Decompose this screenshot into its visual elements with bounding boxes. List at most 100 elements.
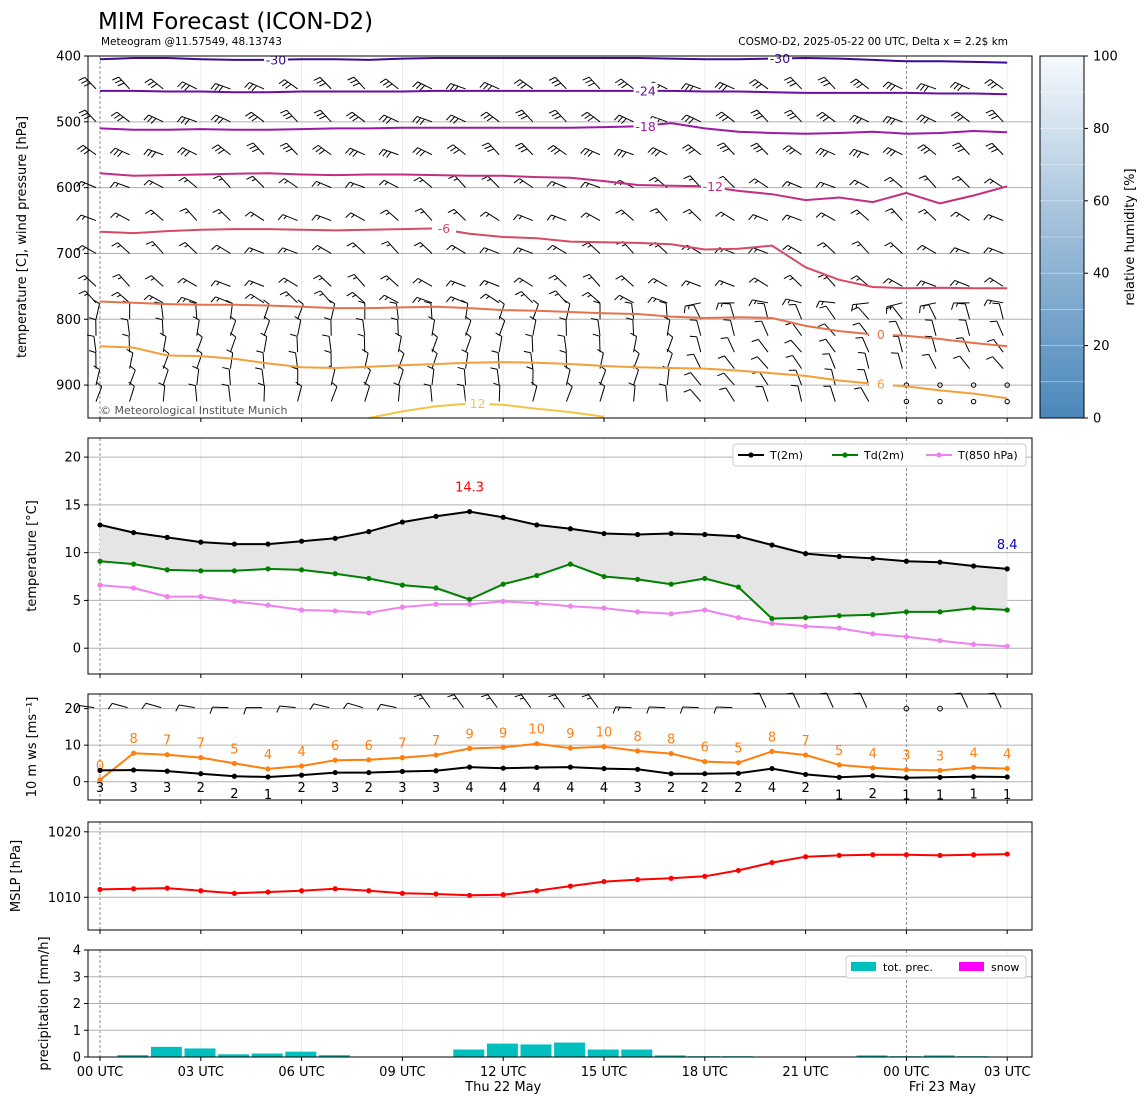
isotherm-line [100,228,1007,288]
wind-point [131,751,136,756]
wind-barb-flag [755,321,762,322]
calm-wind-marker [971,399,975,403]
temperature-point [971,605,976,610]
wind-barb-flag [718,356,725,358]
wind-barb-flag [917,281,921,286]
wind-barb [454,695,463,708]
wind-barb [857,210,869,221]
wind-value-label: 4 [499,781,507,796]
wind-barb [788,245,802,253]
wind-barb-flag [316,148,322,152]
wind-barb-flag [387,152,391,158]
wind-barb [555,275,567,286]
wind-barb-flag [211,245,216,250]
wind-barb-flag [83,247,86,250]
wind-barb-flag [399,349,404,353]
wind-barb [999,304,1003,320]
wind-barb [163,386,165,402]
wind-barb-flag [485,282,488,285]
wind-barb-flag [486,296,489,298]
temperature-point [870,612,875,617]
wind-barb-flag [343,703,347,709]
wind-barb [965,304,969,319]
wind-barb-flag [719,84,724,89]
wind-value-label: 5 [230,742,238,757]
wind-point [736,760,741,765]
wind-barb-flag [116,184,118,187]
wind-value-label: 7 [432,734,440,749]
wind-barb-flag [547,181,552,186]
wind-barb-flag [551,148,557,152]
wind-barb-flag [567,382,572,386]
wind-barb-flag [564,300,570,304]
wind-barb-flag [144,115,149,120]
mslp-point [669,876,674,881]
wind-barb-flag [245,112,251,116]
wind-barb-flag [447,245,452,250]
wind-value-label: 7 [801,734,809,749]
max-temp-label: 14.3 [455,481,484,496]
wind-barb-flag [634,349,639,353]
wind-barb-flag [526,367,533,369]
wind-barb-flag [317,80,323,83]
wind-barb-flag [920,85,924,91]
wind-barb [958,176,969,187]
y-tick-label: 0 [73,775,81,790]
wind-barb [860,693,867,708]
wind-barb [649,707,665,708]
wind-barb-flag [352,295,355,297]
last-temp-label: 8.4 [997,538,1018,553]
wind-barb [153,242,164,254]
wind-barb [956,212,970,221]
wind-barb-flag [857,152,861,158]
wind-point [400,755,405,760]
wind-point [635,767,640,772]
wind-barb-flag [715,82,720,87]
wind-barb-flag [178,82,183,87]
wind-barb-flag [719,388,726,390]
wind-barb [455,176,466,188]
wind-barb-flag [553,247,556,250]
wind-barb-flag [345,182,349,187]
wind-barb-flag [286,149,292,152]
y-axis-label: 10 m ws [ms⁻¹] [25,697,40,798]
wind-barb [286,292,297,303]
wind-point [165,752,170,757]
wind-barb [317,245,331,253]
wind-value-label: 9 [465,727,473,742]
wind-barb-flag [89,351,96,353]
wind-barb-flag [785,340,791,343]
wind-barb [622,210,634,221]
wind-point [265,766,270,771]
wind-barb-flag [721,338,728,339]
wind-point [232,774,237,779]
temperature-point [937,638,942,643]
wind-barb-flag [783,146,789,150]
wind-barb-flag [518,113,524,116]
wind-barb-flag [514,179,520,183]
wind-barb-flag [179,177,185,181]
y-tick-label: 1010 [48,891,81,906]
wind-barb [888,279,902,287]
wind-barb-flag [419,180,422,182]
wind-barb-flag [616,210,622,214]
wind-barb [363,320,365,336]
temperature-point [736,534,741,539]
wind-barb-flag [723,320,730,321]
wind-barb-flag [84,294,88,296]
wind-barb [331,387,337,402]
wind-barb-flag [486,698,490,699]
wind-barb-flag [687,282,690,285]
wind-barb-flag [984,278,989,282]
wind-barb [790,275,802,286]
temperature-point [669,582,674,587]
y-tick-label: 500 [56,115,81,130]
wind-point [870,773,875,778]
wind-barb-flag [820,150,825,155]
wind-barb-flag [924,212,928,214]
wind-point [265,774,270,779]
isotherm-line [100,123,1007,134]
wind-barb-flag [621,278,624,280]
wind-barb [755,179,768,188]
wind-barb [365,386,370,401]
